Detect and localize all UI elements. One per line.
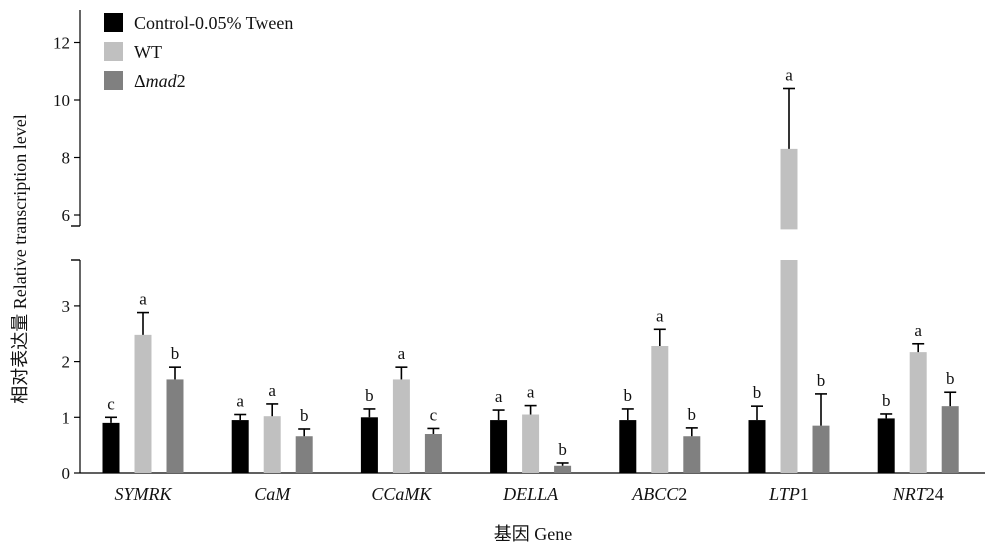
y-tick-label: 1 (62, 408, 71, 427)
category-label: NRT24 (892, 484, 944, 504)
significance-letter: b (882, 391, 891, 410)
y-tick-label: 2 (62, 353, 71, 372)
bar (651, 346, 669, 473)
bar (909, 352, 927, 473)
bar (231, 420, 249, 473)
y-tick-label: 8 (62, 149, 71, 168)
significance-letter: b (624, 386, 633, 405)
bar (619, 420, 637, 473)
bar (102, 422, 120, 473)
legend-swatch (104, 42, 123, 61)
bar (360, 417, 378, 473)
significance-letter: a (398, 344, 406, 363)
legend-label: Δmad2 (134, 71, 186, 91)
bars-layer (102, 87, 959, 473)
bar (392, 379, 410, 473)
significance-letter: b (171, 344, 180, 363)
legend-swatch (104, 71, 123, 90)
legend-label: Control-0.05% Tween (134, 13, 293, 33)
y-tick-label: 3 (62, 297, 71, 316)
y-tick-label: 12 (53, 34, 70, 53)
x-axis-title: 基因 Gene (494, 524, 572, 544)
bar (877, 418, 895, 473)
category-label: DELLA (502, 484, 559, 504)
significance-letter: b (946, 369, 955, 388)
y-tick-label: 10 (53, 91, 70, 110)
bar (424, 434, 442, 473)
category-label: CaM (254, 484, 291, 504)
significance-letter: b (365, 386, 374, 405)
significance-letter: c (107, 394, 115, 413)
category-label: SYMRK (114, 484, 172, 504)
legend: Control-0.05% Tween WT Δmad2 (104, 13, 293, 91)
legend-label: WT (134, 42, 162, 62)
category-label: LTP1 (768, 484, 809, 504)
bar (941, 406, 959, 473)
bar (166, 379, 184, 473)
significance-letter: b (558, 440, 567, 459)
category-label: CCaMK (371, 484, 432, 504)
significance-letter: b (688, 405, 697, 424)
bar (554, 465, 572, 473)
bar (780, 260, 798, 473)
bar (490, 420, 508, 473)
y-tick-label: 6 (62, 206, 71, 225)
bar (134, 334, 152, 473)
bar-upper-segment (780, 148, 798, 230)
significance-letter: b (753, 383, 762, 402)
bar (812, 425, 830, 473)
bar (748, 420, 766, 473)
labels-layer: SYMRK c a b CaM a a b CCaMK b a c DELLA a a b ABCC2 b a b LT… (107, 66, 954, 505)
significance-letter: a (914, 321, 922, 340)
bar (295, 436, 313, 473)
significance-letter: a (495, 387, 503, 406)
y-tick-label: 0 (62, 464, 71, 483)
bar (263, 416, 281, 473)
significance-letter: a (139, 290, 147, 309)
category-label: ABCC2 (631, 484, 687, 504)
significance-letter: b (300, 406, 309, 425)
bar (522, 414, 540, 473)
significance-letter: a (268, 381, 276, 400)
bar (683, 436, 701, 473)
significance-letter: a (236, 392, 244, 411)
legend-swatch (104, 13, 123, 32)
significance-letter: a (527, 383, 535, 402)
y-axis-title: 相对表达量 Relative transcription level (10, 114, 30, 403)
significance-letter: a (656, 306, 664, 325)
significance-letter: b (817, 371, 826, 390)
significance-letter: c (430, 405, 438, 424)
significance-letter: a (785, 66, 793, 85)
